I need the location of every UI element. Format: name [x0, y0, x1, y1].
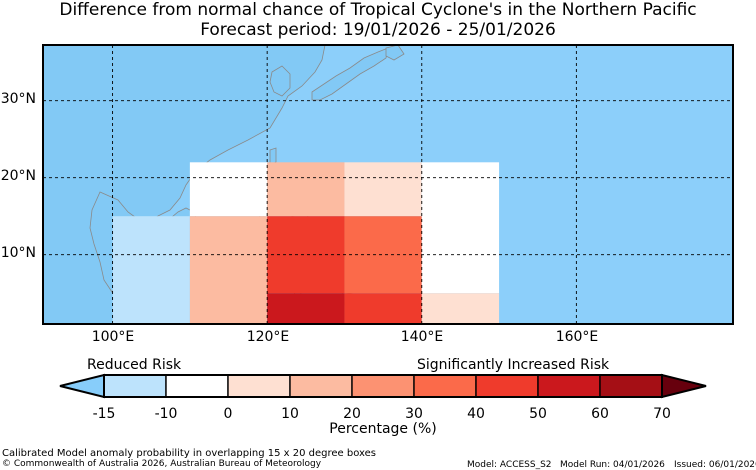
risk-box [267, 162, 345, 217]
colorbar-frame [103, 374, 663, 398]
colorbar-under-arrow [59, 373, 105, 399]
colorbar-swatch [413, 374, 477, 398]
colorbar-tick-label: 70 [653, 406, 671, 422]
footer-copyright: © Commonwealth of Australia 2026, Austra… [2, 459, 322, 469]
lon-label-100e: 100°E [91, 329, 135, 345]
colorbar-swatch [103, 374, 167, 398]
risk-box [344, 162, 422, 217]
lon-label-160e: 160°E [555, 329, 599, 345]
lon-label-120e: 120°E [246, 329, 290, 345]
forecast-period: Forecast period: 19/01/2026 - 25/01/2026 [200, 20, 556, 40]
lon-label-140e: 140°E [400, 329, 444, 345]
colorbar-tick-label: 40 [467, 406, 485, 422]
lat-label-20n: 20°N [0, 168, 36, 184]
colorbar-swatch [351, 374, 415, 398]
risk-box [189, 216, 268, 324]
risk-box [189, 162, 268, 217]
map-frame [42, 44, 734, 325]
risk-box [421, 293, 500, 324]
colorbar-swatch [475, 374, 539, 398]
footer-description: Calibrated Model anomaly probability in … [2, 448, 377, 459]
risk-box [421, 162, 500, 294]
colorbar-tick-label: 20 [343, 406, 361, 422]
landmass-taiwan [269, 147, 277, 167]
risk-box [112, 216, 190, 324]
colorbar-tick-label: 10 [281, 406, 299, 422]
colorbar-over-arrow [661, 373, 707, 399]
graticule [43, 45, 733, 324]
colorbar [59, 373, 707, 399]
colorbar-swatch [537, 374, 601, 398]
risk-box [267, 293, 345, 324]
colorbar-swatch [227, 374, 291, 398]
landmass-korea [269, 65, 291, 97]
increased-risk-label: Significantly Increased Risk [417, 357, 610, 373]
footer-model: Model: ACCESS_S2 [467, 460, 552, 470]
colorbar-title: Percentage (%) [329, 421, 437, 437]
reduced-risk-label: Reduced Risk [87, 357, 182, 373]
lat-label-10n: 10°N [0, 245, 36, 261]
colorbar-swatch [289, 374, 353, 398]
footer-issued: Issued: 06/01/2026 [674, 460, 756, 470]
colorbar-tick-label: -15 [92, 406, 116, 422]
colorbar-tick-label: 50 [529, 406, 547, 422]
colorbar-tick-label: -10 [154, 406, 178, 422]
lat-label-30n: 30°N [0, 91, 36, 107]
risk-box [344, 293, 422, 324]
colorbar-tick-label: 60 [591, 406, 609, 422]
landmass-japan [311, 47, 389, 101]
colorbar-tick-label: 0 [223, 406, 233, 422]
colorbar-swatch [599, 374, 663, 398]
colorbar-tick-label: 30 [405, 406, 423, 422]
colorbar-swatch [165, 374, 229, 398]
chart-title: Difference from normal chance of Tropica… [59, 0, 697, 20]
footer-model-run: Model Run: 04/01/2026 [560, 460, 665, 470]
